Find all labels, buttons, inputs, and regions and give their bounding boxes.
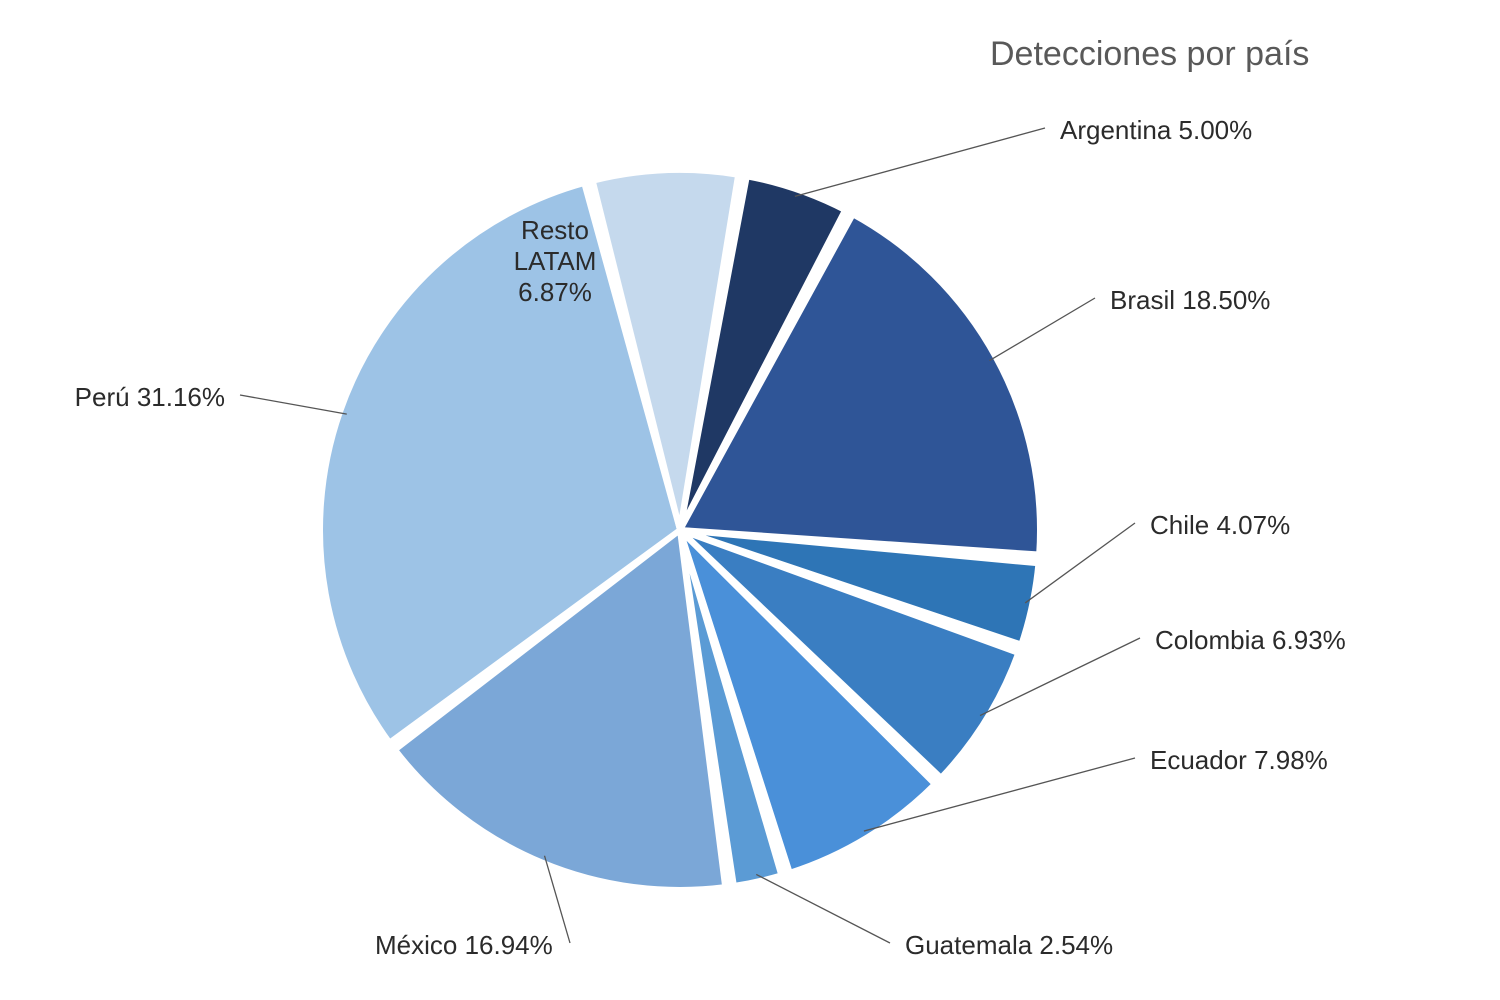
leader-line xyxy=(989,298,1095,361)
slice-label-perú: Perú 31.16% xyxy=(75,382,225,413)
slice-label-guatemala: Guatemala 2.54% xyxy=(905,930,1113,961)
leader-line xyxy=(240,395,347,414)
slice-label-ecuador: Ecuador 7.98% xyxy=(1150,745,1328,776)
slice-label-méxico: México 16.94% xyxy=(375,930,553,961)
chart-title: Detecciones por país xyxy=(990,35,1309,74)
leader-line xyxy=(795,128,1045,196)
slice-label-resto-latam: Resto LATAM 6.87% xyxy=(514,215,597,309)
slice-label-chile: Chile 4.07% xyxy=(1150,510,1290,541)
slice-label-argentina: Argentina 5.00% xyxy=(1060,115,1252,146)
leader-line xyxy=(756,874,890,943)
slice-label-brasil: Brasil 18.50% xyxy=(1110,285,1270,316)
slice-label-colombia: Colombia 6.93% xyxy=(1155,625,1346,656)
pie-chart xyxy=(0,0,1500,1000)
